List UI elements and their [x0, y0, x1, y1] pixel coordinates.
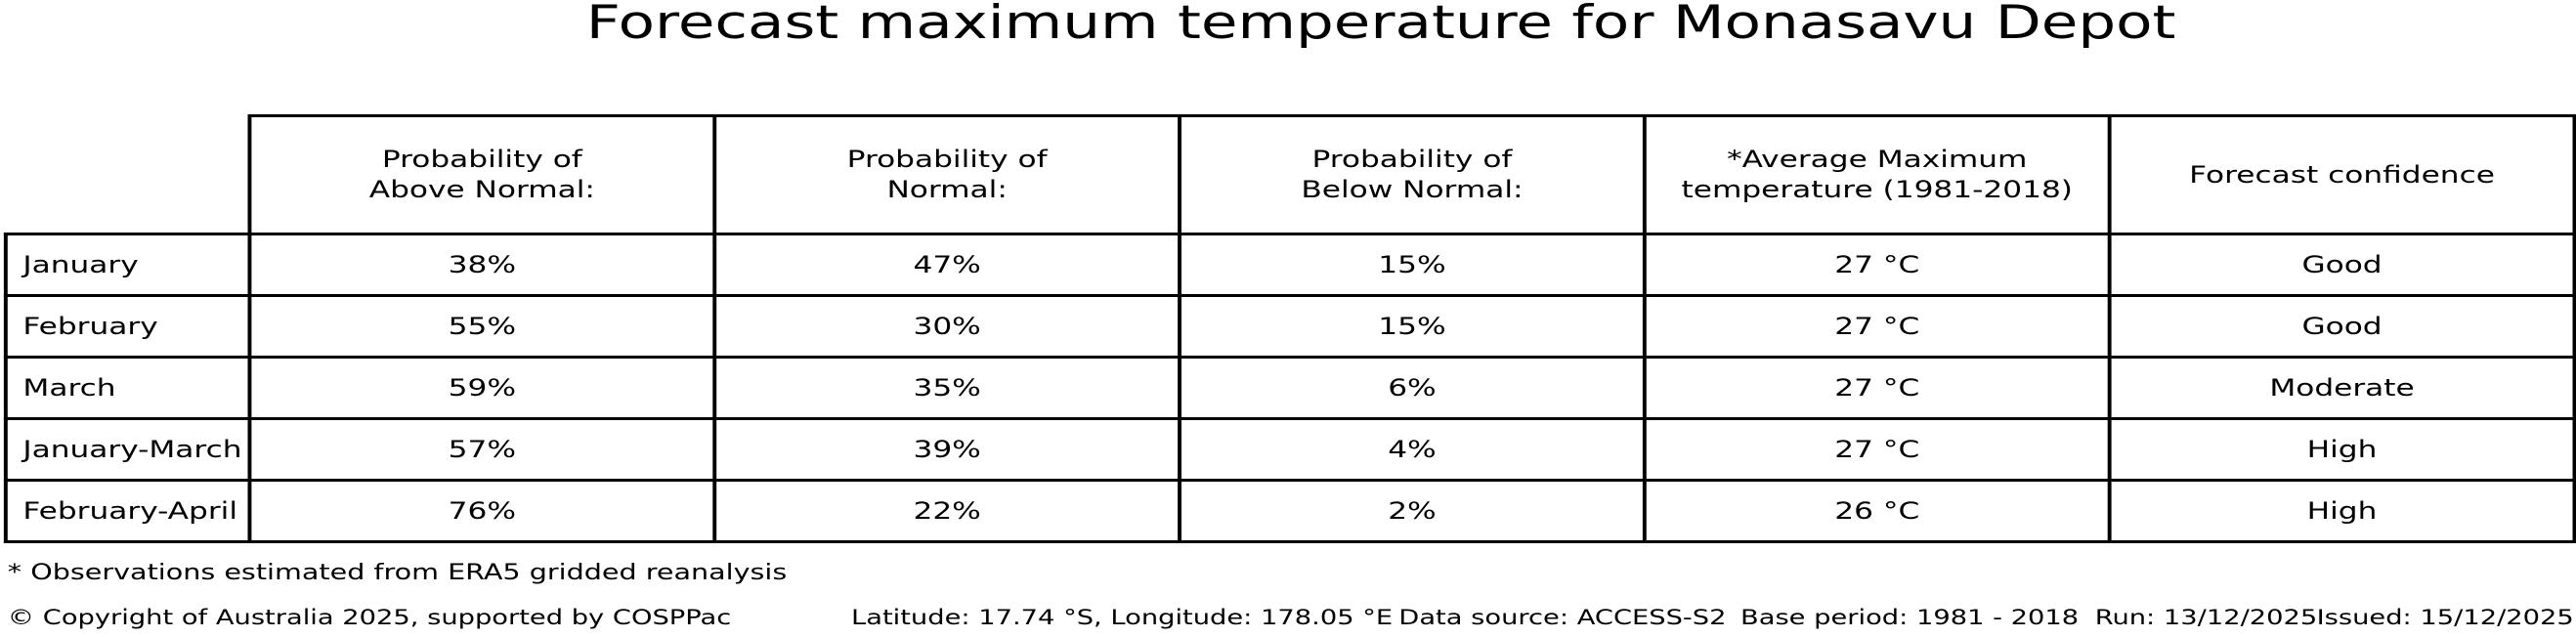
- table-row-february: February 55% 30% 15% 27 °C Good: [3, 294, 2576, 359]
- cell-below-normal: 4%: [1178, 417, 1647, 482]
- corner-cell: [6, 116, 250, 234]
- cell-average-max-temp: 27 °C: [1642, 294, 2112, 359]
- cell-forecast-confidence: Good: [2107, 294, 2576, 359]
- cell-average-max-temp: 27 °C: [1642, 356, 2112, 420]
- cell-below-normal: 15%: [1178, 294, 1647, 359]
- cell-above-normal: 38%: [247, 233, 717, 297]
- cell-above-normal: 57%: [247, 417, 717, 482]
- column-header-forecast-confidence: Forecast confidence: [2107, 114, 2576, 235]
- run-date: Run: 13/12/2025: [2094, 606, 2318, 629]
- row-label: February: [3, 294, 252, 359]
- cell-normal: 39%: [712, 417, 1181, 482]
- table-row-february-april: February-April 76% 22% 2% 26 °C High: [3, 479, 2576, 543]
- cell-below-normal: 15%: [1178, 233, 1647, 297]
- footnote: * Observations estimated from ERA5 gridd…: [7, 561, 788, 585]
- column-header-above-normal: Probability of Above Normal:: [247, 114, 717, 235]
- column-header-average-max-temp: *Average Maximum temperature (1981-2018): [1642, 114, 2112, 235]
- row-label: March: [3, 356, 252, 420]
- base-period: Base period: 1981 - 2018: [1739, 606, 2080, 629]
- cell-forecast-confidence: Good: [2107, 233, 2576, 297]
- data-source: Data source: ACCESS-S2: [1398, 606, 1727, 629]
- footer: © Copyright of Australia 2025, supported…: [0, 605, 2576, 632]
- table-row-january-march: January-March 57% 39% 4% 27 °C High: [3, 417, 2576, 482]
- cell-forecast-confidence: High: [2107, 417, 2576, 482]
- forecast-table: Probability of Above Normal: Probability…: [3, 114, 2576, 543]
- issued-date: Issued: 15/12/2025: [2316, 606, 2574, 629]
- page-title: Forecast maximum temperature for Monasav…: [585, 0, 2176, 50]
- cell-below-normal: 2%: [1178, 479, 1647, 543]
- cell-above-normal: 76%: [247, 479, 717, 543]
- row-label: January: [3, 233, 252, 297]
- table-row-march: March 59% 35% 6% 27 °C Moderate: [3, 356, 2576, 420]
- row-label: February-April: [3, 479, 252, 543]
- cell-normal: 30%: [712, 294, 1181, 359]
- cell-normal: 47%: [712, 233, 1181, 297]
- row-label: January-March: [3, 417, 252, 482]
- cell-above-normal: 59%: [247, 356, 717, 420]
- cell-below-normal: 6%: [1178, 356, 1647, 420]
- column-header-normal: Probability of Normal:: [712, 114, 1181, 235]
- cell-above-normal: 55%: [247, 294, 717, 359]
- copyright: © Copyright of Australia 2025, supported…: [7, 606, 732, 629]
- cell-normal: 22%: [712, 479, 1181, 543]
- location-coordinates: Latitude: 17.74 °S, Longitude: 178.05 °E: [850, 606, 1394, 629]
- cell-average-max-temp: 26 °C: [1642, 479, 2112, 543]
- cell-average-max-temp: 27 °C: [1642, 417, 2112, 482]
- table-row-january: January 38% 47% 15% 27 °C Good: [3, 233, 2576, 297]
- header-row: Probability of Above Normal: Probability…: [6, 114, 2576, 235]
- cell-average-max-temp: 27 °C: [1642, 233, 2112, 297]
- cell-normal: 35%: [712, 356, 1181, 420]
- cell-forecast-confidence: High: [2107, 479, 2576, 543]
- column-header-below-normal: Probability of Below Normal:: [1178, 114, 1647, 235]
- cell-forecast-confidence: Moderate: [2107, 356, 2576, 420]
